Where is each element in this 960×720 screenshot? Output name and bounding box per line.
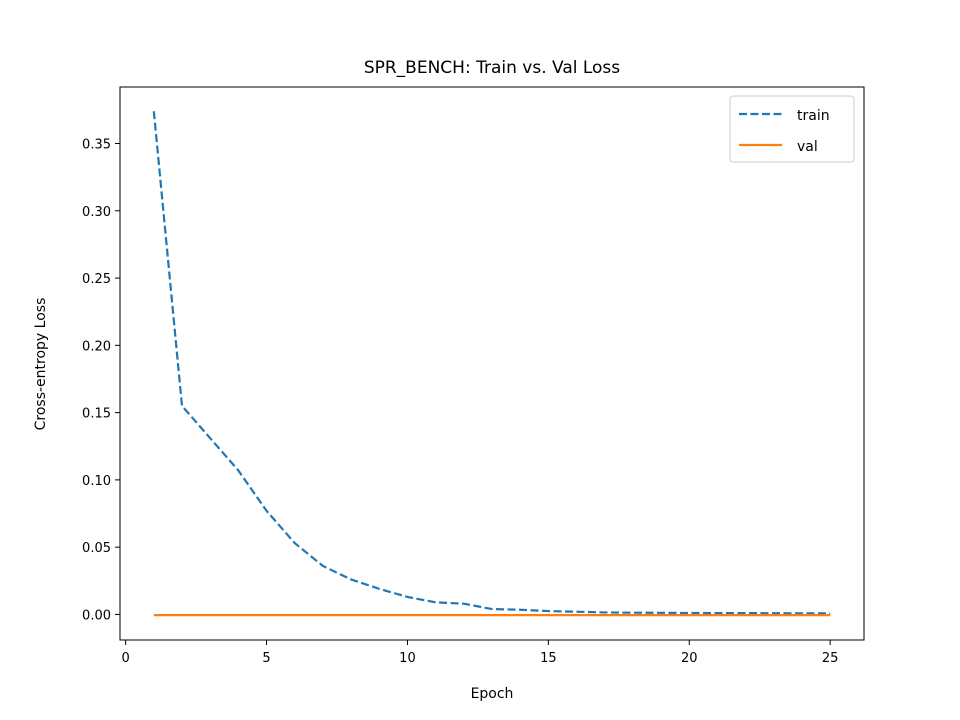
y-tick-label: 0.15 [82,407,111,422]
y-tick-label: 0.10 [82,474,111,489]
y-tick-label: 0.35 [82,138,111,153]
axes-frame [119,86,865,641]
y-tick-label: 0.20 [82,339,111,354]
x-tick-label: 15 [540,651,557,666]
series-line-train [152,111,831,615]
x-axis-label: Epoch [471,686,514,702]
legend-box [729,95,855,163]
x-tick-label: 25 [822,651,839,666]
y-tick-label: 0.05 [82,541,111,556]
y-tick-label: 0.30 [82,205,111,220]
x-tick-label: 5 [262,651,270,666]
legend: train val [729,95,855,163]
x-tick-label: 10 [399,651,416,666]
y-tick-label: 0.25 [82,272,111,287]
legend-label-val: val [797,139,818,155]
chart-title: SPR_BENCH: Train vs. Val Loss [364,58,620,78]
legend-label-train: train [797,108,830,124]
x-tick-label: 20 [681,651,698,666]
x-tick-label: 0 [121,651,129,666]
y-axis-label: Cross-entropy Loss [33,298,49,431]
y-tick-label: 0.00 [82,608,111,623]
plot-area: 0 5 10 15 20 25 0.00 0.05 0.10 0.15 0.20 0.25 0.30 0.… [82,86,865,666]
